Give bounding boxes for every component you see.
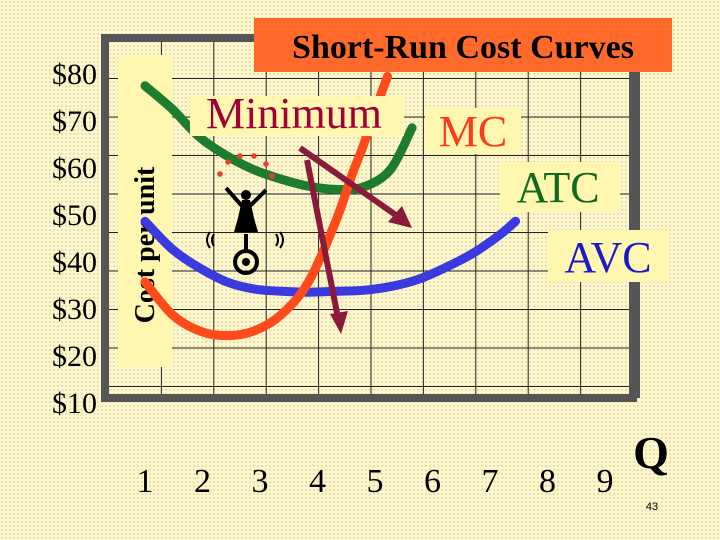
y-tick-label: $20 <box>52 340 97 373</box>
mc-label-box <box>425 108 521 154</box>
atc-label-box <box>500 162 620 212</box>
arrow-to-atc-minimum <box>298 145 402 221</box>
minimum-annotation: Minimum <box>206 89 382 138</box>
x-tick-label: 5 <box>367 463 384 500</box>
mc-label: MC <box>439 107 507 156</box>
title-box <box>254 18 672 72</box>
y-tick-label: $30 <box>52 293 97 326</box>
arrow-head-atc <box>388 206 412 228</box>
x-tick-labels: 1 2 3 4 5 6 7 8 9 <box>137 463 614 500</box>
y-tick-label: $60 <box>52 152 97 185</box>
y-tick-labels: $80 $70 $60 $50 $40 $30 $20 $10 <box>52 58 97 420</box>
x-tick-label: 2 <box>194 463 211 500</box>
juggler-unicycle-icon <box>206 153 284 275</box>
avc-label: AVC <box>564 233 651 282</box>
avc-label-box <box>548 230 668 282</box>
ylabel-box <box>118 55 172 367</box>
x-axis-line <box>105 394 637 402</box>
x-tick-label: 9 <box>597 463 614 500</box>
x-tick-label: 8 <box>539 463 556 500</box>
arrow-head-avc <box>330 311 348 334</box>
minimum-arrows <box>298 145 412 334</box>
minimum-label-box <box>190 96 404 136</box>
x-tick-label: 3 <box>252 463 269 500</box>
mc-curve <box>140 71 392 341</box>
y-tick-label: $80 <box>52 58 97 91</box>
x-tick-label: 4 <box>309 463 326 500</box>
x-axis-label: Q <box>633 427 669 478</box>
axis-right-edge <box>632 42 640 398</box>
page-number: 43 <box>646 501 658 513</box>
x-tick-label: 7 <box>482 463 499 500</box>
y-tick-label: $10 <box>52 387 97 420</box>
x-tick-label: 1 <box>137 463 154 500</box>
arrow-to-avc-minimum <box>304 159 341 319</box>
x-tick-label: 6 <box>424 463 441 500</box>
atc-label: ATC <box>516 163 599 212</box>
y-tick-label: $70 <box>52 105 97 138</box>
y-tick-label: $40 <box>52 246 97 279</box>
chart-title: Short-Run Cost Curves <box>292 29 634 66</box>
y-tick-label: $50 <box>52 199 97 232</box>
